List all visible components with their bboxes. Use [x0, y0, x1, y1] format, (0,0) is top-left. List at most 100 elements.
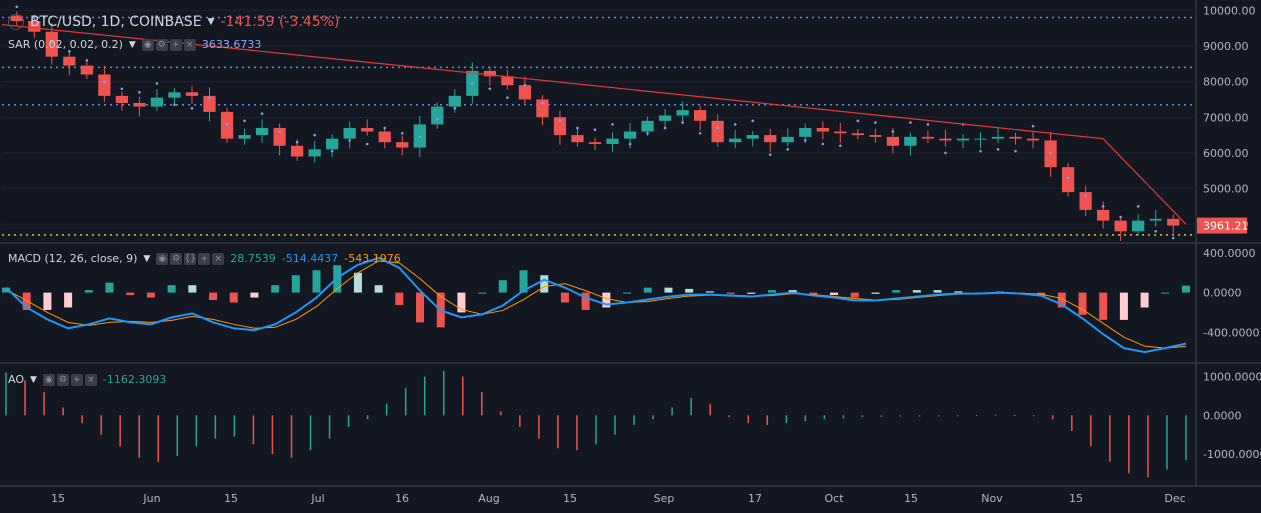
sar-dot	[593, 128, 597, 132]
macd-histogram-bar	[767, 290, 776, 293]
ao-label[interactable]: AO	[8, 373, 24, 386]
ao-bar	[214, 415, 217, 439]
gear-icon[interactable]: ⚙	[56, 373, 69, 386]
chevron-down-icon[interactable]: ▼	[143, 253, 151, 264]
sar-dot	[1084, 194, 1087, 197]
candle	[63, 56, 76, 66]
chevron-down-icon[interactable]: ▼	[207, 17, 215, 27]
macd-histogram-bar	[1078, 292, 1087, 315]
chevron-down-icon[interactable]: ▼	[128, 39, 136, 50]
eye-icon[interactable]: ◉	[42, 373, 55, 386]
ao-bar	[994, 414, 997, 416]
candle	[956, 138, 970, 141]
symbol-legend[interactable]: BTC/USD, 1D, COINBASE ▼ -141.59 (-3.45%)	[8, 14, 339, 30]
candle	[1009, 136, 1022, 139]
time-tick-label: 16	[395, 492, 409, 505]
macd-tick-label: 0.0000	[1203, 287, 1242, 300]
ao-bar	[576, 415, 578, 451]
candle	[1114, 220, 1127, 232]
ao-legend[interactable]: AO ▼ ◉ ⚙ + × -1162.3093	[8, 373, 166, 386]
eye-icon[interactable]: ◉	[141, 38, 154, 51]
ao-bar	[233, 415, 236, 437]
chevron-down-icon[interactable]: ▼	[30, 374, 37, 385]
ao-bar	[176, 415, 179, 456]
candle	[729, 138, 742, 143]
macd-histogram-bar	[726, 292, 735, 294]
gear-icon[interactable]: ⚙	[170, 252, 183, 265]
ao-bar	[690, 397, 692, 416]
ao-bar	[538, 415, 540, 439]
candle	[361, 127, 374, 132]
ao-bar	[462, 376, 464, 416]
ao-bar	[442, 370, 445, 416]
macd-histogram-bar	[850, 292, 859, 298]
ao-bar	[252, 415, 255, 445]
plus-icon[interactable]: +	[198, 252, 211, 265]
sar-dot	[558, 119, 562, 123]
close-icon[interactable]: ×	[212, 252, 225, 265]
macd-histogram-bar	[126, 292, 135, 296]
plus-icon[interactable]: +	[70, 373, 83, 386]
sar-dot	[944, 151, 947, 155]
candle	[623, 131, 637, 139]
candle	[694, 110, 707, 121]
candle	[781, 136, 794, 143]
plus-icon[interactable]: +	[169, 38, 182, 51]
macd-histogram-bar	[416, 292, 425, 323]
candle	[571, 135, 584, 143]
sar-legend[interactable]: SAR (0.02, 0.02, 0.2) ▼ ◉ ⚙ + × 3633.673…	[8, 38, 261, 51]
price-tick-label: 10000.00	[1203, 4, 1256, 17]
candle	[150, 97, 164, 107]
candle	[273, 127, 286, 146]
sar-label[interactable]: SAR (0.02, 0.02, 0.2)	[8, 38, 123, 51]
gear-icon[interactable]: ⚙	[155, 38, 168, 51]
sar-dot	[295, 140, 299, 144]
price-tick-label: 7000.00	[1203, 111, 1249, 124]
macd-histogram-bar	[581, 292, 590, 310]
ao-bar	[728, 415, 730, 418]
candle	[711, 120, 724, 143]
candle	[921, 136, 935, 139]
time-tick-label: Dec	[1164, 492, 1185, 505]
candle	[869, 135, 882, 137]
ao-bar	[119, 415, 121, 447]
candle	[834, 131, 847, 134]
candle	[203, 95, 216, 112]
sar-dot	[1049, 151, 1052, 155]
ao-bar	[1128, 415, 1130, 474]
sar-dot	[260, 112, 264, 115]
symbol-title[interactable]: BTC/USD, 1D, COINBASE	[30, 14, 202, 30]
macd-histogram-bar	[167, 285, 176, 293]
sar-dot	[435, 117, 439, 121]
macd-legend[interactable]: MACD (12, 26, close, 9) ▼ ◉ ⚙ {} + × 28.…	[8, 252, 401, 265]
ao-bar	[290, 415, 293, 458]
sar-dot	[996, 148, 1000, 151]
ao-bar	[557, 415, 559, 449]
close-icon[interactable]: ×	[84, 373, 97, 386]
candle	[501, 76, 514, 86]
macd-histogram-bar	[353, 272, 362, 293]
macd-label[interactable]: MACD (12, 26, close, 9)	[8, 252, 138, 265]
macd-histogram-bar	[478, 292, 487, 294]
ao-bar	[328, 415, 331, 439]
sar-dot	[313, 133, 316, 137]
sar-dot	[190, 107, 194, 110]
macd-tick-label: -400.0000	[1203, 326, 1259, 339]
source-icon[interactable]: {}	[184, 252, 197, 265]
candle	[396, 142, 409, 148]
sar-dot	[856, 119, 860, 123]
eye-icon[interactable]: ◉	[156, 252, 169, 265]
macd-histogram-bar	[830, 292, 839, 296]
sar-dot	[173, 103, 176, 107]
candle	[185, 92, 199, 96]
candle	[1061, 167, 1075, 193]
time-tick-label: 15	[904, 492, 918, 505]
sar-dot	[225, 123, 229, 126]
candle	[80, 65, 93, 75]
candle	[886, 136, 900, 146]
sar-dot	[1101, 205, 1105, 208]
sar-dot	[120, 87, 124, 91]
close-icon[interactable]: ×	[183, 38, 196, 51]
macd-histogram-bar	[912, 290, 921, 293]
